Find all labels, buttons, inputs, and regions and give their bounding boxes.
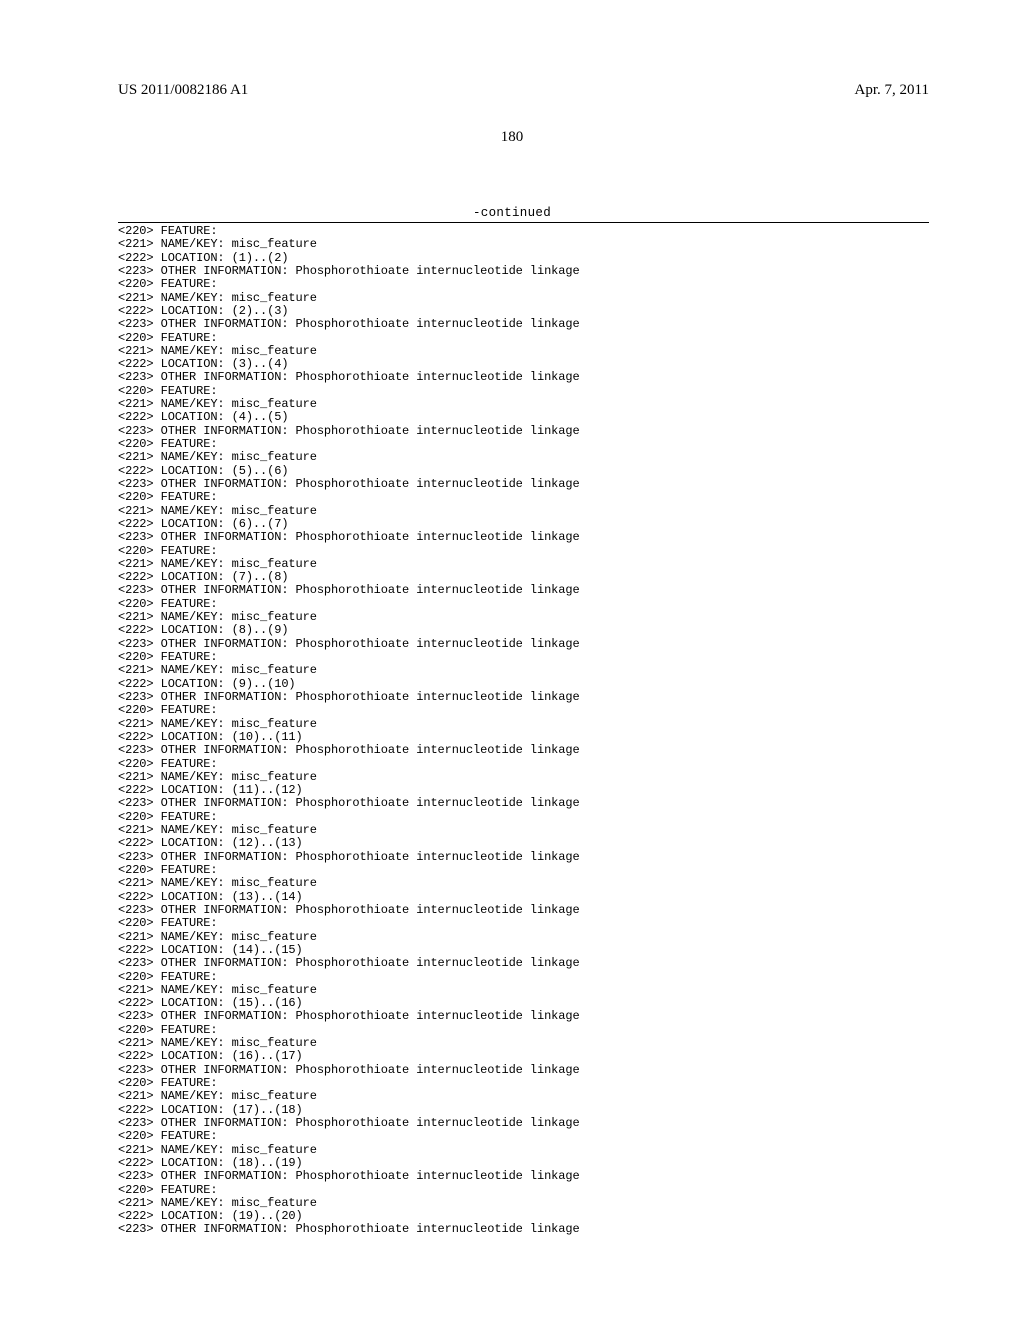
page-number: 180 [0, 129, 1024, 146]
publication-date: Apr. 7, 2011 [855, 82, 929, 99]
continued-label: -continued [0, 206, 1024, 220]
publication-number: US 2011/0082186 A1 [118, 82, 248, 99]
page-header: US 2011/0082186 A1 Apr. 7, 2011 [0, 0, 1024, 99]
sequence-listing: <220> FEATURE: <221> NAME/KEY: misc_feat… [0, 223, 1024, 1237]
